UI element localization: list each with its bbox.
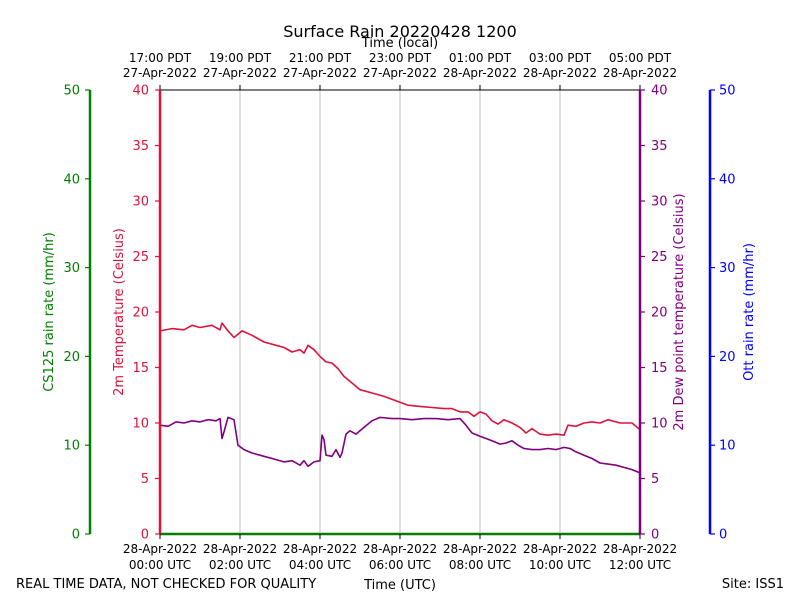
cs125-tick-label: 0	[72, 528, 80, 543]
temperature-tick-label: 30	[132, 195, 149, 210]
ott-axis-label: Ott rain rate (mm/hr)	[742, 243, 757, 381]
temperature-tick-label: 25	[132, 250, 149, 265]
cs125-tick-label: 40	[63, 172, 80, 187]
x-tick-label-time: 12:00 UTC	[609, 558, 671, 572]
cs125-tick-label: 10	[63, 439, 80, 454]
x-axis-label: Time (UTC)	[363, 578, 436, 593]
top-tick-label-date: 28-Apr-2022	[443, 66, 517, 80]
top-tick-label-date: 27-Apr-2022	[363, 66, 437, 80]
top-tick-label-time: 17:00 PDT	[129, 51, 192, 65]
ott-tick-label: 40	[719, 172, 736, 187]
temperature-line	[159, 322, 641, 436]
footer-site-label: Site: ISS1	[722, 577, 784, 592]
top-axis-title: Time (local)	[361, 36, 438, 51]
dewpoint-tick-label: 30	[651, 195, 668, 210]
cs125-tick-label: 20	[63, 350, 80, 365]
cs125-tick-label: 50	[63, 84, 80, 99]
ott-tick-label: 30	[719, 261, 736, 276]
top-tick-label-date: 28-Apr-2022	[523, 66, 597, 80]
x-tick-label-time: 08:00 UTC	[449, 558, 511, 572]
x-tick-label-time: 06:00 UTC	[369, 558, 431, 572]
temperature-tick-label: 10	[132, 417, 149, 432]
x-tick-label-date: 28-Apr-2022	[363, 542, 437, 556]
temperature-tick-label: 35	[132, 139, 149, 154]
ott-tick-label: 50	[719, 84, 736, 99]
x-tick-label-date: 28-Apr-2022	[203, 542, 277, 556]
x-tick-label-time: 02:00 UTC	[209, 558, 271, 572]
ott-tick-label: 0	[719, 528, 727, 543]
dewpoint-tick-label: 15	[651, 361, 668, 376]
top-tick-label-date: 27-Apr-2022	[203, 66, 277, 80]
footer-quality-note: REAL TIME DATA, NOT CHECKED FOR QUALITY	[16, 577, 316, 592]
dewpoint-tick-label: 25	[651, 250, 668, 265]
chart-title: Surface Rain 20220428 1200	[283, 22, 517, 41]
top-tick-label-date: 28-Apr-2022	[603, 66, 677, 80]
series-group	[159, 322, 641, 474]
top-tick-label-time: 01:00 PDT	[449, 51, 512, 65]
cs125-axis-label: CS125 rain rate (mm/hr)	[42, 232, 57, 392]
cs125-tick-label: 30	[63, 261, 80, 276]
top-tick-label-time: 21:00 PDT	[289, 51, 352, 65]
dewpoint-tick-label: 10	[651, 417, 668, 432]
dewpoint-tick-label: 0	[651, 528, 659, 543]
x-tick-label-date: 28-Apr-2022	[283, 542, 357, 556]
x-tick-label-date: 28-Apr-2022	[523, 542, 597, 556]
temperature-axis-label: 2m Temperature (Celsius)	[112, 228, 127, 396]
temperature-tick-label: 20	[132, 306, 149, 321]
ott-tick-label: 10	[719, 439, 736, 454]
temperature-tick-label: 40	[132, 84, 149, 99]
temperature-tick-label: 15	[132, 361, 149, 376]
temperature-tick-label: 0	[141, 528, 149, 543]
top-tick-label-time: 23:00 PDT	[369, 51, 432, 65]
top-tick-label-date: 27-Apr-2022	[123, 66, 197, 80]
x-tick-label-time: 10:00 UTC	[529, 558, 591, 572]
dewpoint-tick-label: 20	[651, 306, 668, 321]
top-tick-label-time: 19:00 PDT	[209, 51, 272, 65]
dewpoint-axis-label: 2m Dew point temperature (Celsius)	[672, 193, 687, 430]
dewpoint-line	[159, 416, 641, 474]
x-tick-label-date: 28-Apr-2022	[123, 542, 197, 556]
x-tick-label-time: 00:00 UTC	[129, 558, 191, 572]
dewpoint-tick-label: 40	[651, 84, 668, 99]
dewpoint-tick-label: 35	[651, 139, 668, 154]
dewpoint-tick-label: 5	[651, 472, 659, 487]
x-tick-label-date: 28-Apr-2022	[443, 542, 517, 556]
ott-tick-label: 20	[719, 350, 736, 365]
x-tick-label-time: 04:00 UTC	[289, 558, 351, 572]
temperature-tick-label: 5	[141, 472, 149, 487]
top-tick-label-date: 27-Apr-2022	[283, 66, 357, 80]
x-tick-label-date: 28-Apr-2022	[603, 542, 677, 556]
top-tick-label-time: 05:00 PDT	[609, 51, 672, 65]
top-tick-label-time: 03:00 PDT	[529, 51, 592, 65]
